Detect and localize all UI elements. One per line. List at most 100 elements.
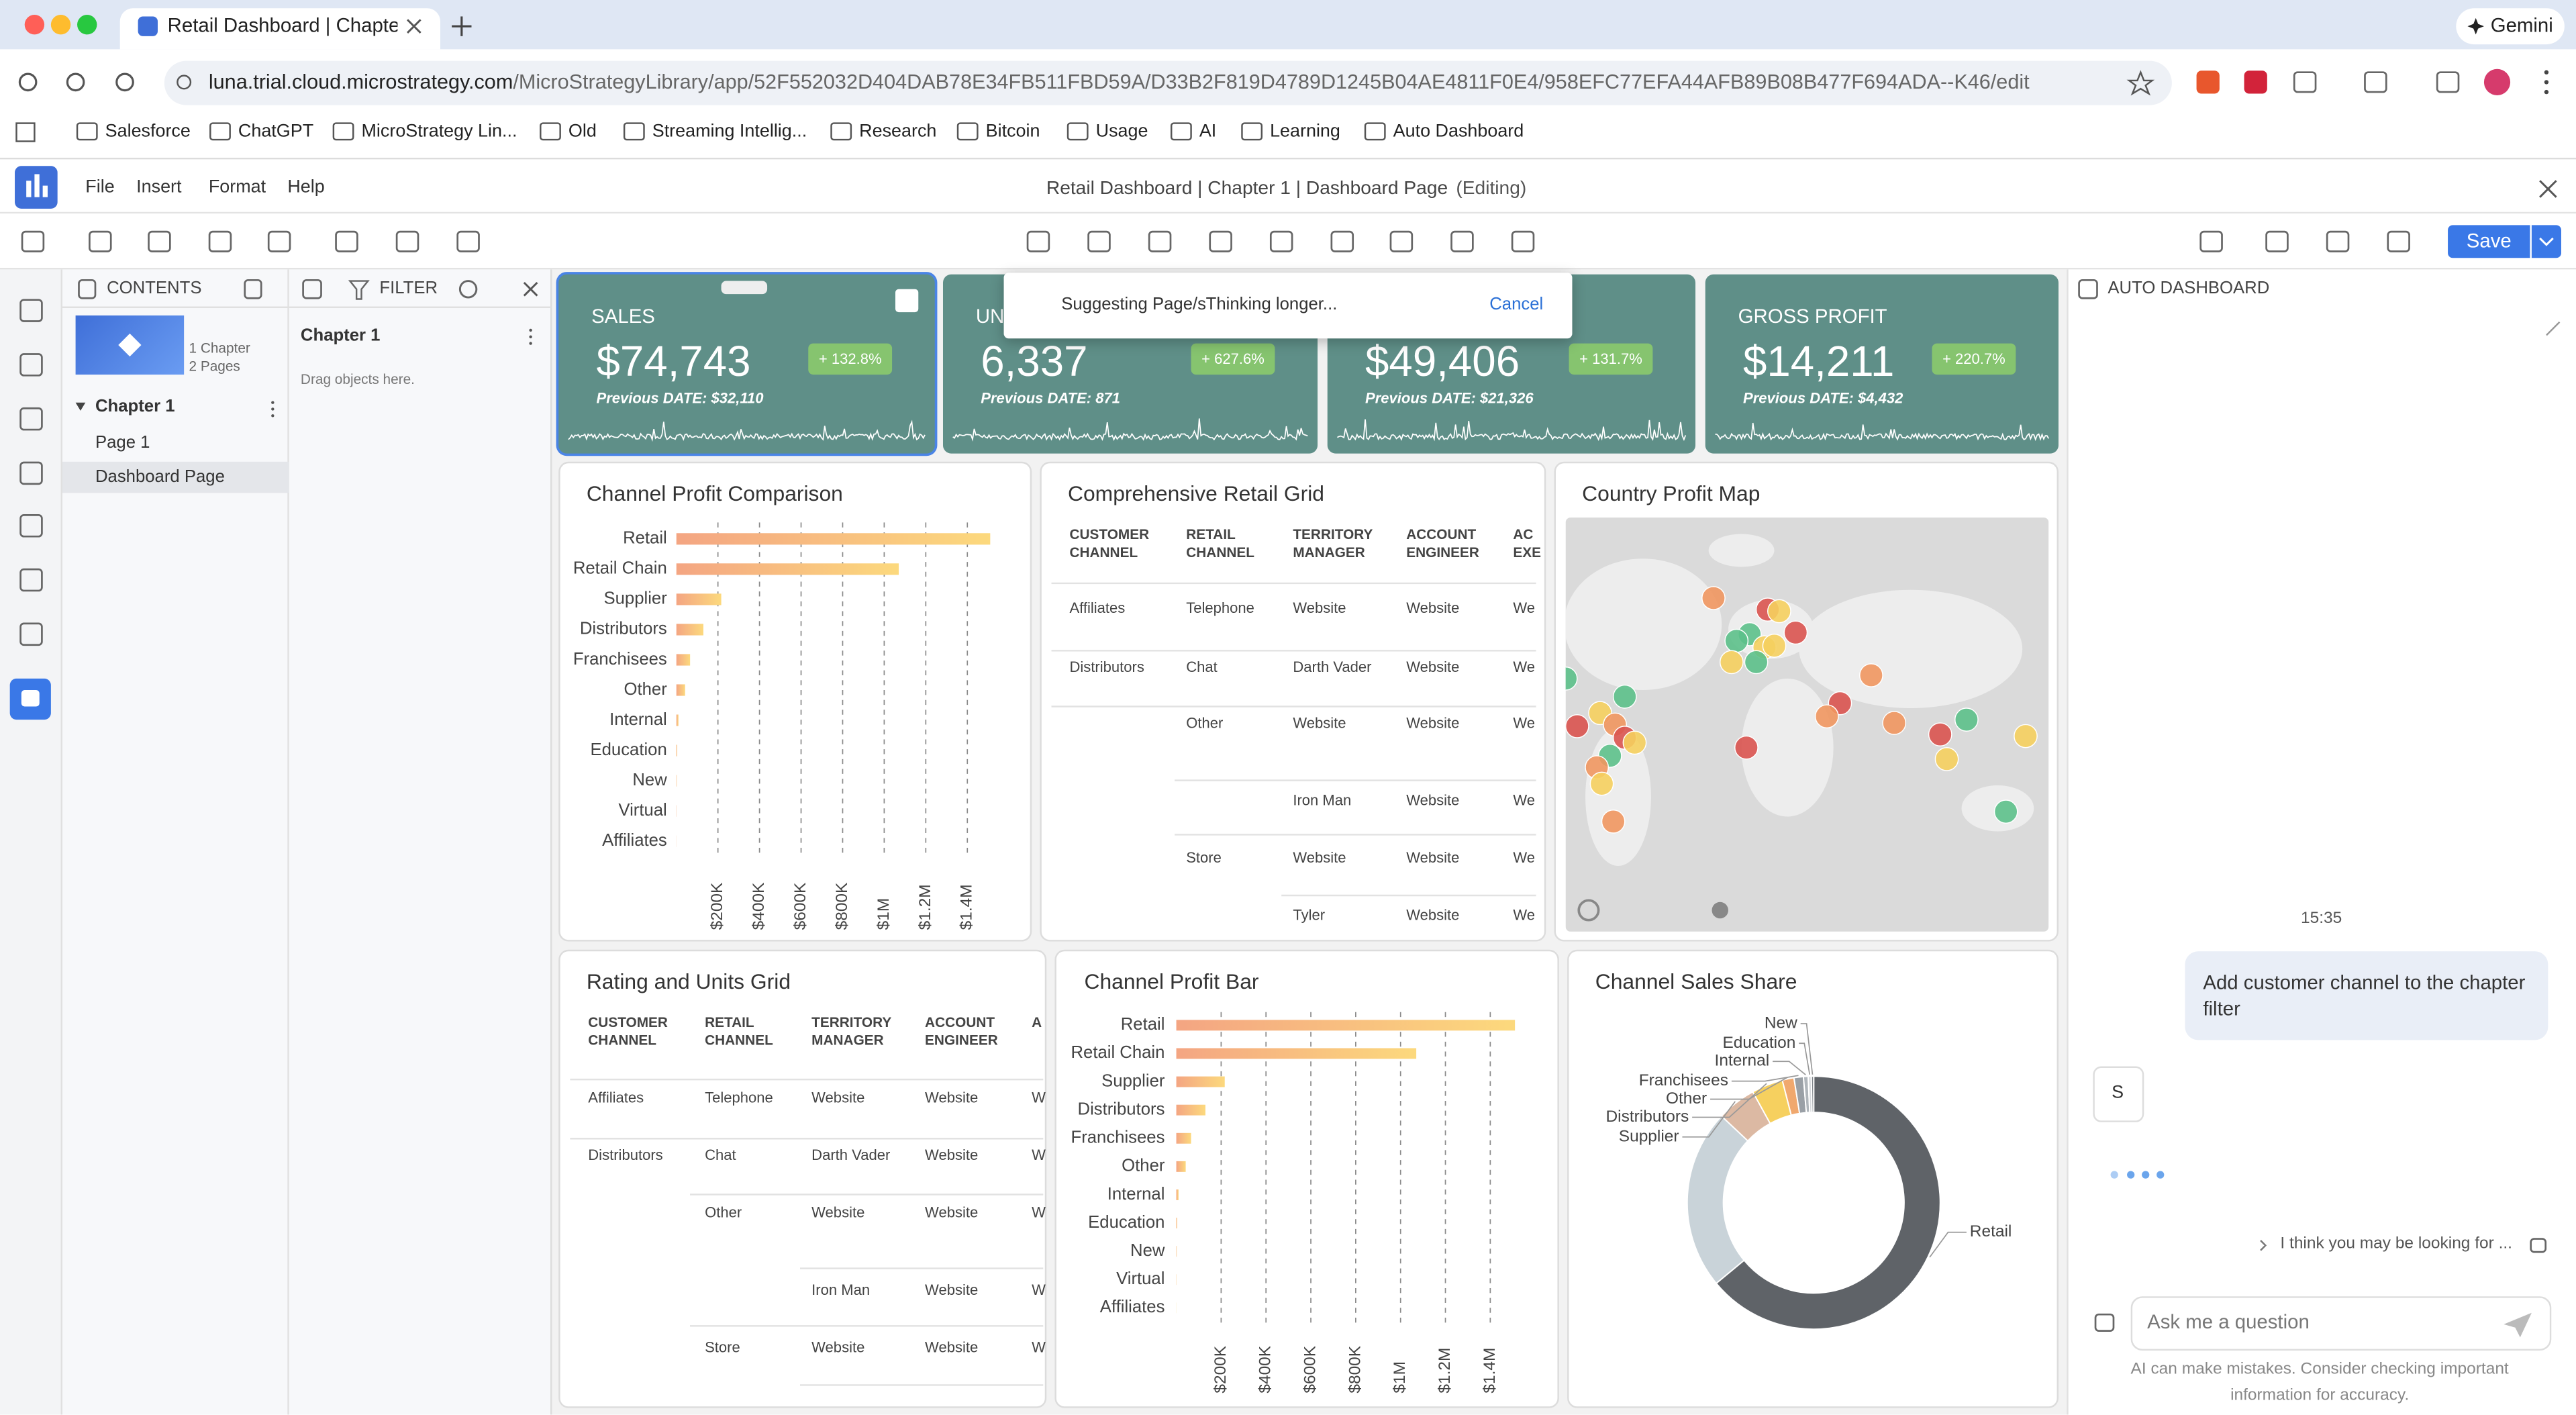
- filter-tab[interactable]: FILTER: [379, 278, 438, 299]
- grid-cell: Distributors: [588, 1146, 663, 1163]
- chat-input[interactable]: [2130, 1296, 2552, 1351]
- kpi-previous: Previous DATE: $4,432: [1743, 390, 1903, 407]
- chat-placeholder[interactable]: Ask me a question: [2147, 1310, 2310, 1334]
- grid-header: TERRITORY MANAGER: [811, 1014, 891, 1048]
- assistant-title: AUTO DASHBOARD: [2108, 278, 2270, 299]
- widget-panel[interactable]: [1040, 461, 1546, 942]
- cancel-label[interactable]: Cancel: [1489, 295, 1544, 315]
- grid-cell: Website: [1406, 658, 1460, 676]
- grid-cell: Website: [1406, 849, 1460, 866]
- toolbar: [0, 213, 2576, 270]
- rail-active[interactable]: [9, 678, 51, 720]
- grid-cell: W: [1032, 1146, 1046, 1163]
- kpi-badge: [808, 343, 893, 375]
- assistant-panel: [2067, 269, 2576, 1415]
- grid-cell: Website: [1406, 791, 1460, 809]
- tab-title[interactable]: Retail Dashboard | Chapter 1: [167, 13, 398, 38]
- widget-title: Channel Profit Bar: [1084, 969, 1259, 994]
- bookmark[interactable]: Bitcoin: [985, 121, 1040, 142]
- widget-panel[interactable]: [558, 461, 1032, 942]
- bookmark[interactable]: Old: [568, 121, 597, 142]
- bookmark[interactable]: Salesforce: [105, 121, 191, 142]
- url-host: luna.trial.cloud.microstrategy.com: [208, 70, 513, 94]
- menu-item[interactable]: Insert: [136, 177, 182, 198]
- url-text: luna.trial.cloud.microstrategy.com/Micro…: [209, 69, 2114, 97]
- bot-avatar: [2093, 1066, 2144, 1122]
- menu-item[interactable]: File: [85, 177, 115, 198]
- grid-header: RETAIL CHANNEL: [1186, 526, 1254, 560]
- grid-cell: Affiliates: [588, 1089, 644, 1106]
- menu-item[interactable]: Help: [287, 177, 325, 198]
- kpi-previous: Previous DATE: $32,110: [596, 390, 764, 407]
- kpi-value: $49,406: [1365, 336, 1520, 386]
- menu-item[interactable]: Format: [208, 177, 266, 198]
- widget-panel[interactable]: [558, 949, 1047, 1408]
- url-field[interactable]: [164, 60, 2172, 105]
- grid-cell: Store: [1186, 849, 1222, 866]
- grid-cell: We: [1513, 849, 1535, 866]
- kpi-previous: Previous DATE: 871: [981, 390, 1121, 407]
- kpi-change: + 132.8%: [818, 350, 882, 367]
- grid-cell: Website: [811, 1204, 865, 1221]
- chat-time: 15:35: [2300, 910, 2342, 928]
- bookmark[interactable]: Streaming Intellig...: [652, 121, 807, 142]
- bookmark[interactable]: Research: [859, 121, 937, 142]
- grid-header: ACCOUNT ENGINEER: [1406, 526, 1479, 560]
- grid-cell: Website: [1406, 907, 1460, 924]
- bot-avatar-initial: S: [2112, 1083, 2124, 1103]
- popup-status: Suggesting Page/s: [1061, 295, 1206, 315]
- grid-cell: Website: [925, 1089, 979, 1106]
- app-header: [0, 159, 2576, 214]
- save-menu[interactable]: [2531, 225, 2561, 258]
- grid-cell: Chat: [705, 1146, 736, 1163]
- chapter-thumbnail: [75, 315, 185, 375]
- page-node[interactable]: Dashboard Page: [95, 467, 225, 487]
- grid-cell: W: [1032, 1338, 1046, 1356]
- user-message: Add customer channel to the chapter filt…: [2203, 971, 2526, 1021]
- left-rail: [0, 269, 63, 1415]
- edit-status: (Editing): [1456, 179, 1527, 199]
- browser-tab[interactable]: [119, 8, 440, 50]
- grid-cell: Iron Man: [1293, 791, 1352, 809]
- profile-initial: n: [2492, 72, 2502, 91]
- grid-cell: W: [1032, 1204, 1046, 1221]
- grid-header: CUSTOMER CHANNEL: [588, 1014, 668, 1048]
- chapter-node[interactable]: Chapter 1: [95, 396, 175, 417]
- disclaimer: AI can make mistakes. Consider checking …: [2130, 1360, 2509, 1405]
- save-button[interactable]: [2448, 225, 2530, 258]
- kpi-badge: [1569, 343, 1653, 375]
- bookmark[interactable]: Learning: [1270, 121, 1340, 142]
- suggestion[interactable]: I think you may be looking for ...: [2280, 1235, 2512, 1253]
- bookmark[interactable]: Auto Dashboard: [1393, 121, 1524, 142]
- kpi-previous: Previous DATE: $21,326: [1365, 390, 1534, 407]
- bookmark[interactable]: AI: [1199, 121, 1217, 142]
- grid-cell: Darth Vader: [1293, 658, 1372, 676]
- kpi-value: 6,337: [981, 336, 1088, 386]
- kpi-change: + 627.6%: [1201, 350, 1265, 367]
- grid-header: CUSTOMER CHANNEL: [1069, 526, 1150, 560]
- grid-cell: Tyler: [1293, 907, 1326, 924]
- grid-cell: Website: [1406, 714, 1460, 732]
- widget-panel[interactable]: [1554, 461, 2059, 942]
- widget-panel[interactable]: [1567, 949, 2059, 1408]
- bookmark[interactable]: Usage: [1095, 121, 1148, 142]
- grid-cell: Darth Vader: [811, 1146, 891, 1163]
- gemini-label[interactable]: Gemini: [2490, 13, 2553, 38]
- bookmark[interactable]: ChatGPT: [238, 121, 314, 142]
- widget-panel[interactable]: [1054, 949, 1559, 1408]
- grid-cell: Website: [1293, 599, 1346, 616]
- contents-tab[interactable]: CONTENTS: [107, 278, 202, 299]
- map-attribution: mapbox: [1603, 897, 1679, 921]
- popup-detail: Thinking longer...: [1205, 295, 1338, 315]
- grid-cell: Other: [1186, 714, 1224, 732]
- page-node[interactable]: Page 1: [95, 432, 150, 453]
- widget-title: Channel Profit Comparison: [586, 481, 843, 506]
- save-label[interactable]: Save: [2466, 229, 2512, 252]
- grid-cell: Website: [925, 1281, 979, 1298]
- widget-title: Rating and Units Grid: [586, 969, 791, 994]
- contents-summary: 2 Pages: [189, 357, 240, 375]
- grid-header: AC EXE: [1513, 526, 1541, 560]
- bookmark[interactable]: MicroStrategy Lin...: [361, 121, 517, 142]
